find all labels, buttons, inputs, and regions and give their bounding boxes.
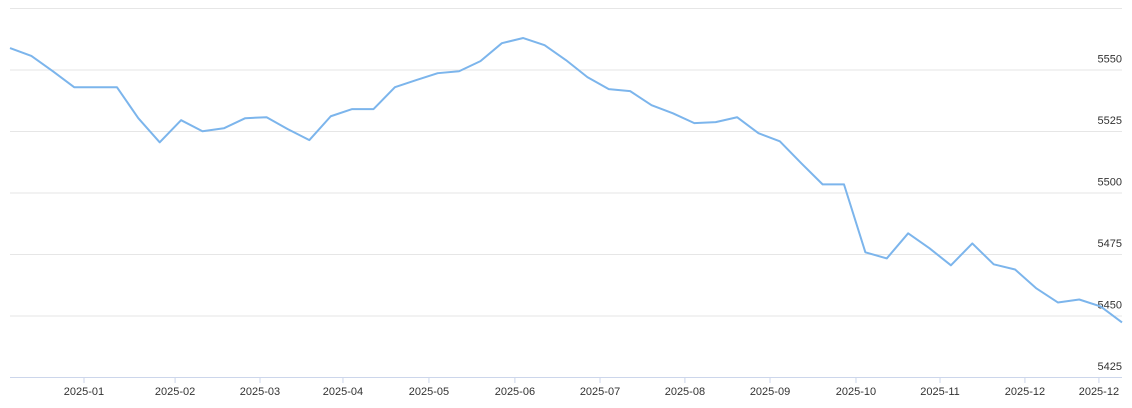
x-tick-label: 2025-04 bbox=[323, 386, 363, 398]
x-tick-label: 2025-02 bbox=[155, 386, 195, 398]
x-tick-label: 2025-05 bbox=[409, 386, 449, 398]
x-tick-label: 2025-12 bbox=[1005, 386, 1045, 398]
y-tick-label: 5500 bbox=[1098, 177, 1122, 189]
x-tick-label: 2025-12 bbox=[1079, 386, 1119, 398]
y-tick-label: 5450 bbox=[1098, 300, 1122, 312]
x-tick-label: 2025-01 bbox=[64, 386, 104, 398]
x-tick-label: 2025-10 bbox=[836, 386, 876, 398]
x-tick-label: 2025-03 bbox=[240, 386, 280, 398]
y-tick-label: 5475 bbox=[1098, 238, 1122, 250]
y-tick-label: 5525 bbox=[1098, 115, 1122, 127]
x-tick-label: 2025-06 bbox=[495, 386, 535, 398]
y-tick-label: 5425 bbox=[1098, 361, 1122, 373]
x-tick-label: 2025-08 bbox=[665, 386, 705, 398]
data-line bbox=[9, 37, 1123, 324]
x-tick-label: 2025-11 bbox=[920, 386, 960, 398]
x-tick-label: 2025-07 bbox=[580, 386, 620, 398]
x-tick-label: 2025-09 bbox=[750, 386, 790, 398]
y-tick-label: 5550 bbox=[1098, 54, 1122, 66]
